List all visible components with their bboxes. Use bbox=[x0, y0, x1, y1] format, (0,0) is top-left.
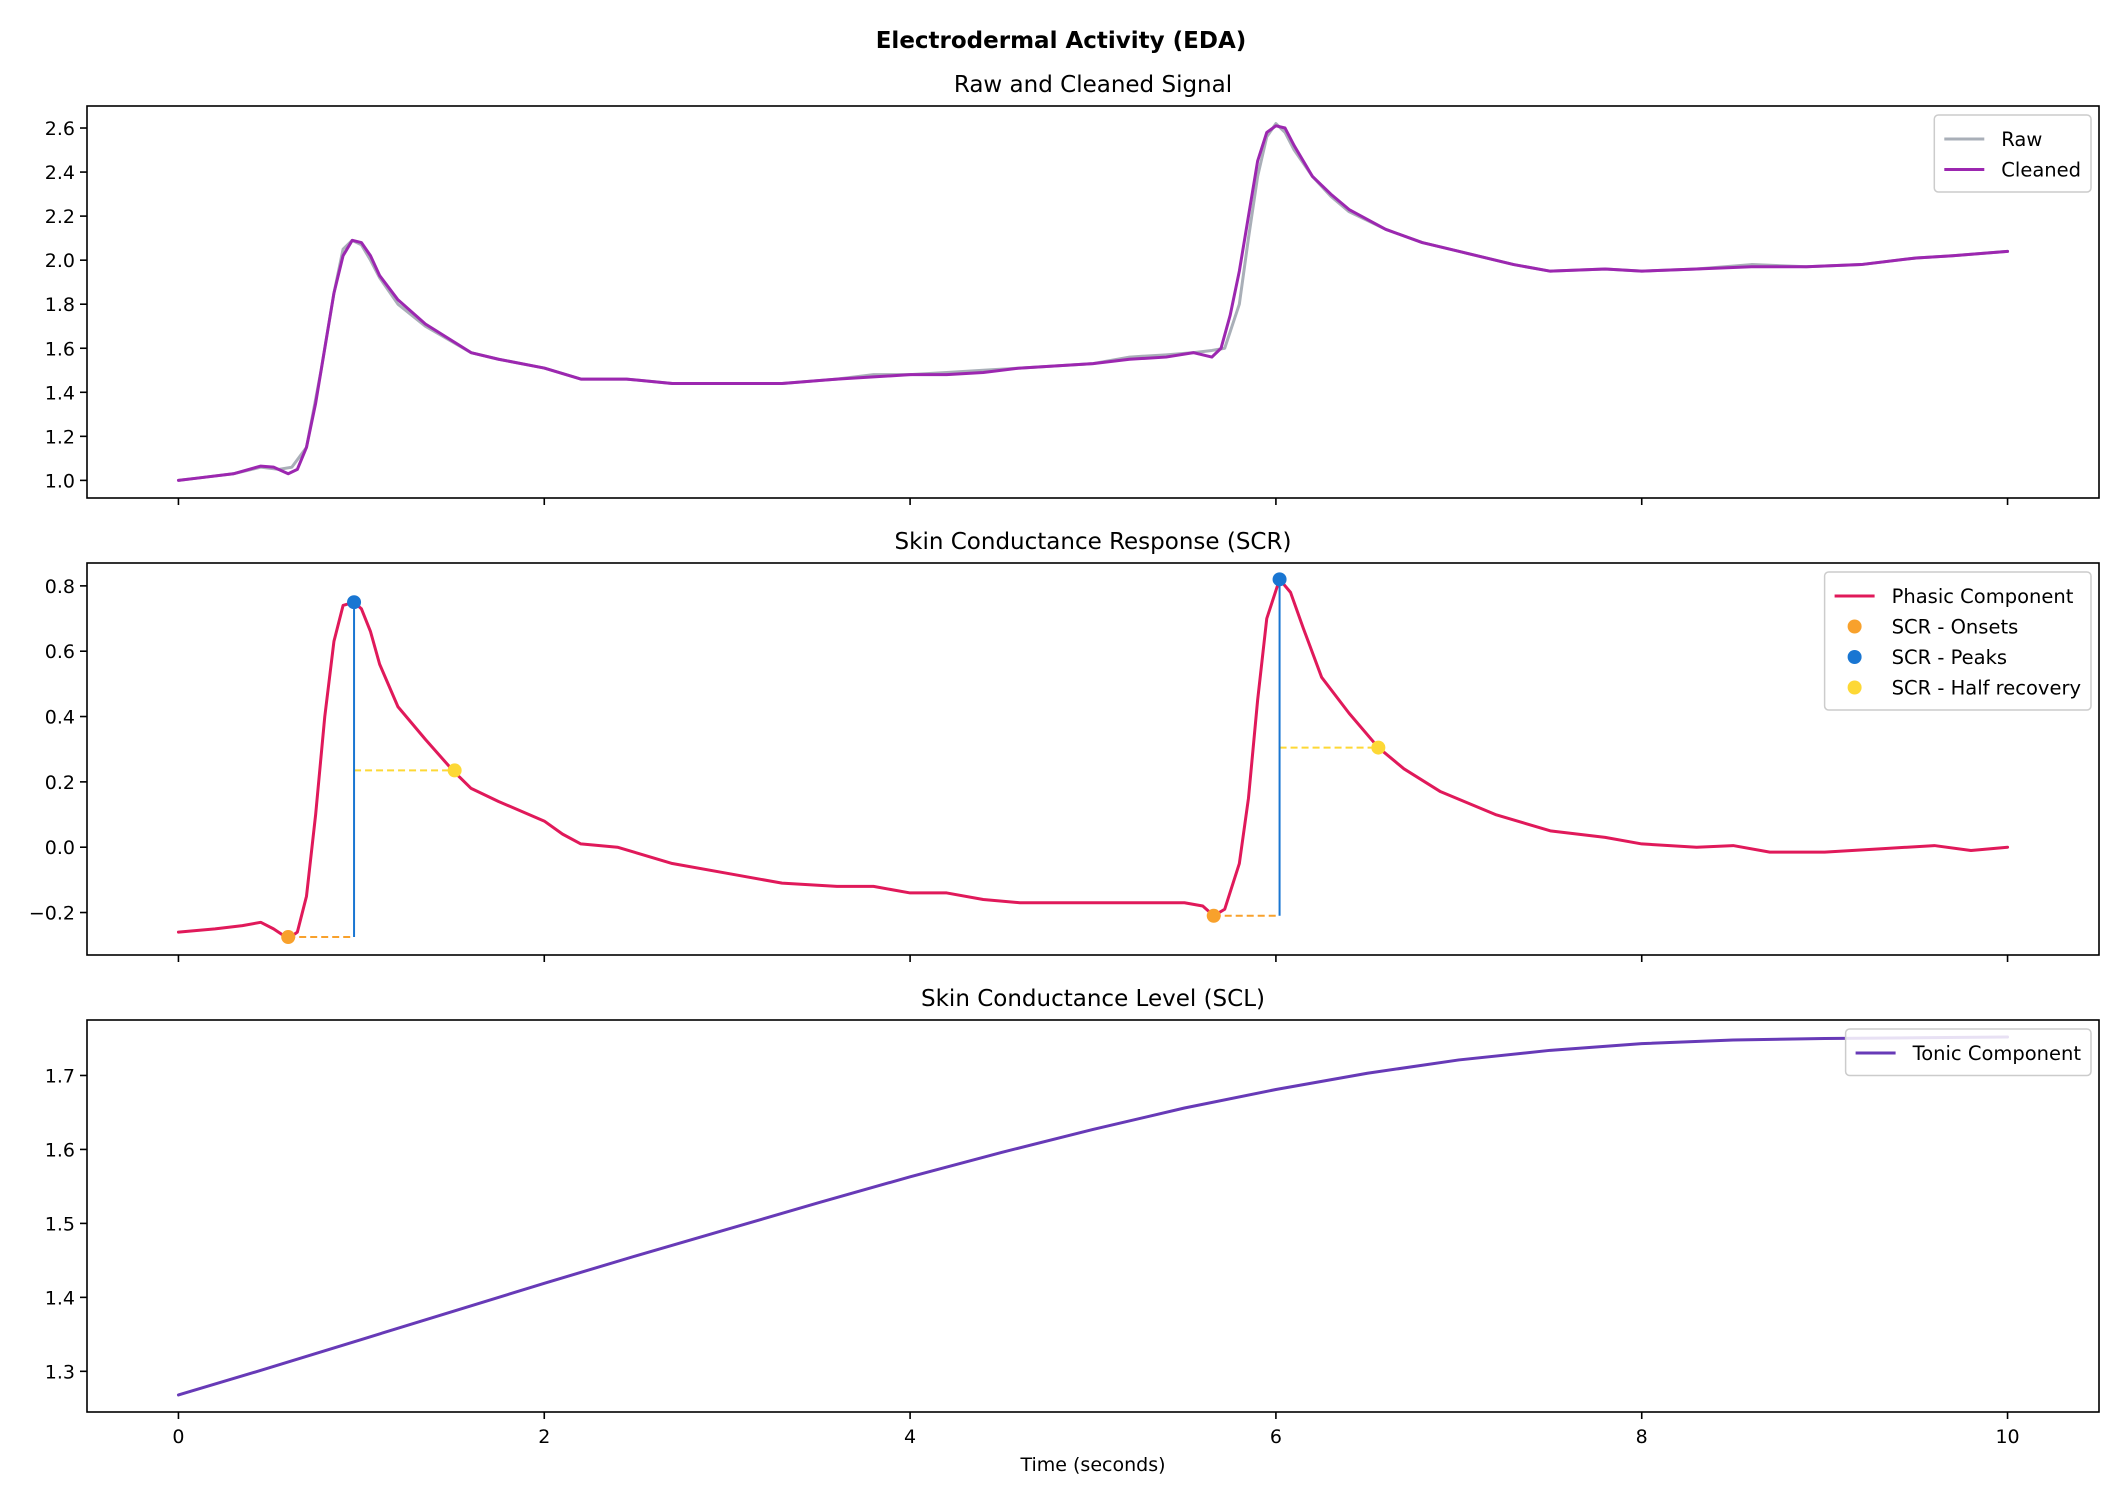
y-tick-label: 1.6 bbox=[45, 1139, 75, 1161]
x-tick-label: 2 bbox=[538, 1426, 550, 1448]
scl-panel: Skin Conductance Level (SCL) 1.3 1.4 1.5 1.… bbox=[45, 986, 2100, 1448]
peak-point bbox=[1272, 572, 1287, 587]
phasic-series-line bbox=[176, 577, 2010, 941]
y-tick-label: 1.2 bbox=[45, 426, 75, 448]
y-tick-label: 0.2 bbox=[45, 772, 75, 794]
scl-panel-title: Skin Conductance Level (SCL) bbox=[921, 986, 1265, 1012]
x-tick-label: 10 bbox=[1995, 1426, 2019, 1448]
raw-cleaned-plot-area bbox=[176, 122, 2010, 482]
scl-axes-frame bbox=[86, 1019, 2100, 1413]
y-tick-label: 2.2 bbox=[45, 206, 75, 228]
legend-label: SCR - Peaks bbox=[1892, 646, 2007, 669]
cleaned-series-line bbox=[176, 124, 2010, 482]
scl-legend: Tonic Component bbox=[1844, 1028, 2092, 1077]
legend-label: Raw bbox=[2001, 128, 2042, 151]
y-tick-label: 1.8 bbox=[45, 294, 75, 316]
figure-title: Electrodermal Activity (EDA) bbox=[876, 28, 1247, 54]
scr-panel-title: Skin Conductance Response (SCR) bbox=[895, 529, 1292, 555]
half-recovery-point bbox=[447, 763, 462, 778]
y-tick-label: 0.8 bbox=[45, 576, 75, 598]
x-tick-label: 8 bbox=[1636, 1426, 1648, 1448]
y-tick-label: −0.2 bbox=[29, 903, 75, 925]
x-axis-label: Time (seconds) bbox=[1019, 1454, 1165, 1476]
onset-point bbox=[1206, 908, 1221, 923]
y-tick-label: 0.4 bbox=[45, 707, 75, 729]
scr-axes-frame bbox=[86, 562, 2100, 956]
onset-point bbox=[281, 930, 296, 945]
y-tick-label: 2.6 bbox=[45, 118, 75, 140]
x-tick-label: 6 bbox=[1270, 1426, 1282, 1448]
y-tick-label: 0.6 bbox=[45, 641, 75, 663]
scl-plot-area bbox=[176, 1035, 2010, 1397]
legend-box bbox=[1844, 1028, 2092, 1077]
scr-legend: Phasic Component SCR - Onsets SCR - Peaks S… bbox=[1823, 571, 2092, 711]
raw-cleaned-axes-frame bbox=[86, 105, 2100, 499]
legend-box bbox=[1823, 571, 2092, 711]
y-tick-label: 2.4 bbox=[45, 162, 75, 184]
raw-series-line bbox=[176, 122, 2010, 482]
legend-label: SCR - Half recovery bbox=[1892, 677, 2081, 700]
y-tick-label: 1.5 bbox=[45, 1213, 75, 1235]
y-tick-label: 1.0 bbox=[45, 470, 75, 492]
raw-cleaned-legend: Raw Cleaned bbox=[1933, 114, 2092, 193]
y-tick-label: 1.4 bbox=[45, 382, 75, 404]
raw-cleaned-panel-title: Raw and Cleaned Signal bbox=[954, 72, 1232, 98]
legend-label: SCR - Onsets bbox=[1892, 616, 2019, 639]
y-tick-label: 0.0 bbox=[45, 837, 75, 859]
y-tick-label: 1.7 bbox=[45, 1065, 75, 1087]
x-tick-label: 0 bbox=[172, 1426, 184, 1448]
legend-box bbox=[1933, 114, 2092, 193]
scr-plot-area bbox=[176, 572, 2010, 945]
legend-label: Tonic Component bbox=[1912, 1042, 2082, 1065]
legend-dot-swatch bbox=[1847, 680, 1862, 695]
legend-dot-swatch bbox=[1847, 650, 1862, 664]
y-tick-label: 1.4 bbox=[45, 1287, 75, 1309]
raw-cleaned-panel: Raw and Cleaned Signal 1.0 1.2 1.4 1.6 1.8 2.… bbox=[45, 72, 2100, 505]
half-recovery-point bbox=[1371, 740, 1386, 755]
legend-label: Phasic Component bbox=[1892, 585, 2074, 608]
y-tick-label: 1.6 bbox=[45, 338, 75, 360]
legend-label: Cleaned bbox=[2001, 159, 2081, 182]
y-tick-label: 2.0 bbox=[45, 250, 75, 272]
peak-point bbox=[347, 595, 362, 610]
legend-dot-swatch bbox=[1847, 619, 1862, 634]
y-tick-label: 1.3 bbox=[45, 1361, 75, 1383]
tonic-series-line bbox=[176, 1035, 2010, 1397]
x-tick-label: 4 bbox=[904, 1426, 916, 1448]
scr-panel: Skin Conductance Response (SCR) −0.2 0.0 0… bbox=[29, 529, 2100, 962]
